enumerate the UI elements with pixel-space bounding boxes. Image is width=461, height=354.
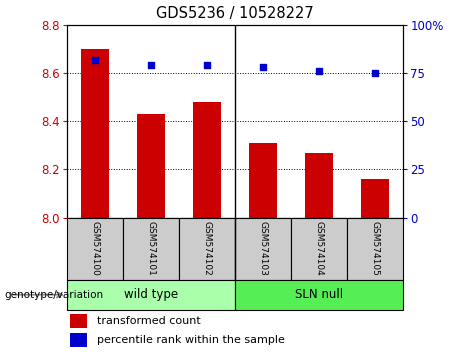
Bar — [361, 179, 390, 218]
Bar — [67, 280, 235, 310]
Point — [91, 57, 99, 62]
Point — [372, 70, 379, 76]
Point — [147, 62, 154, 68]
Bar — [291, 218, 347, 280]
Text: SLN null: SLN null — [295, 288, 343, 301]
Bar — [347, 218, 403, 280]
Bar — [235, 280, 403, 310]
Text: percentile rank within the sample: percentile rank within the sample — [97, 335, 285, 345]
Text: GSM574101: GSM574101 — [147, 221, 155, 276]
Text: GSM574104: GSM574104 — [315, 221, 324, 275]
Bar — [249, 143, 277, 218]
Text: transformed count: transformed count — [97, 316, 201, 326]
Point — [315, 68, 323, 74]
Bar — [179, 218, 235, 280]
Bar — [70, 333, 87, 347]
Bar — [137, 114, 165, 218]
Bar — [235, 218, 291, 280]
Bar — [305, 153, 333, 218]
Text: GSM574102: GSM574102 — [202, 221, 212, 275]
Point — [260, 64, 267, 70]
Text: genotype/variation: genotype/variation — [5, 290, 104, 300]
Bar — [193, 102, 221, 218]
Text: GSM574100: GSM574100 — [90, 221, 100, 276]
Bar — [123, 218, 179, 280]
Point — [203, 62, 211, 68]
Bar — [81, 49, 109, 218]
Text: GSM574103: GSM574103 — [259, 221, 268, 276]
Title: GDS5236 / 10528227: GDS5236 / 10528227 — [156, 6, 314, 21]
Text: wild type: wild type — [124, 288, 178, 301]
Text: GSM574105: GSM574105 — [371, 221, 380, 276]
Bar — [70, 314, 87, 328]
Bar — [67, 218, 123, 280]
